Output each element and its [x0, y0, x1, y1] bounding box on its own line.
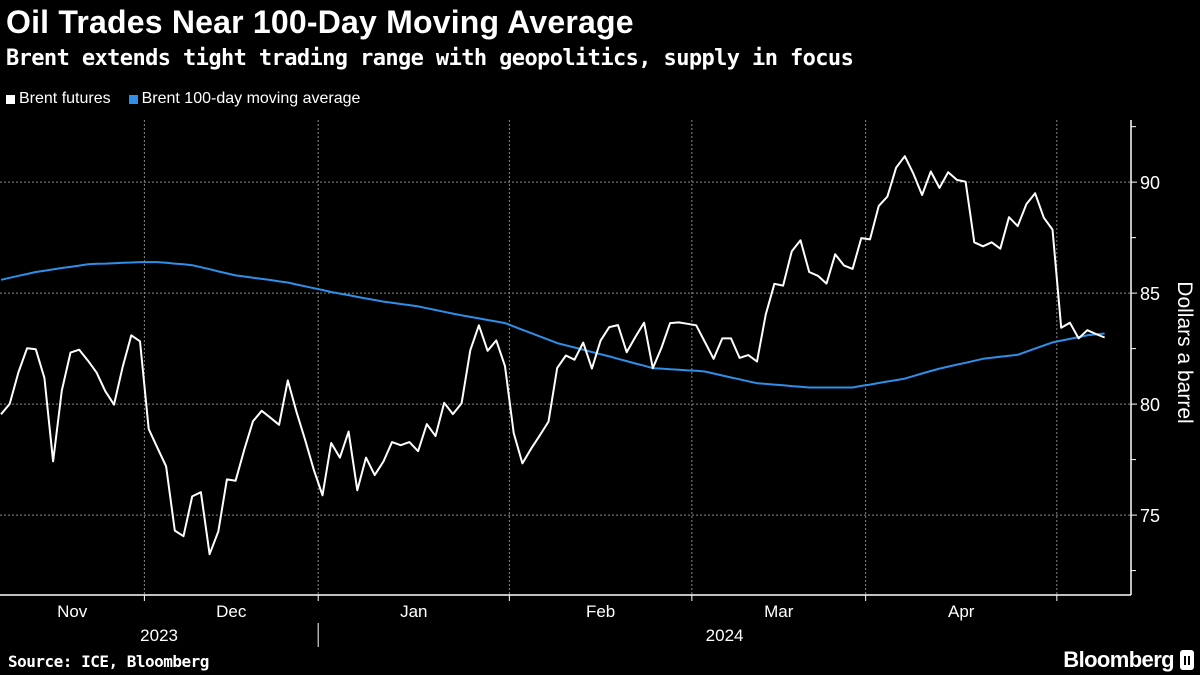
legend-swatch-blue [128, 94, 138, 104]
x-month-label: Feb [586, 602, 615, 621]
y-tick-label: 90 [1140, 173, 1160, 193]
legend-item-moving-average: Brent 100-day moving average [128, 90, 361, 108]
x-month-label: Mar [764, 602, 794, 621]
legend-label: Brent 100-day moving average [141, 90, 361, 107]
bloomberg-terminal-icon [1180, 650, 1194, 670]
logo-text: Bloomberg [1063, 647, 1174, 672]
source-note: Source: ICE, Bloomberg [8, 652, 209, 671]
legend-swatch-white [6, 94, 15, 104]
legend-label: Brent futures [19, 90, 111, 107]
y-tick-label: 75 [1140, 506, 1160, 526]
series-line-moving-average [0, 261, 1105, 389]
x-month-label: Dec [216, 602, 247, 621]
x-year-label: 2023 [140, 626, 178, 645]
y-tick-label: 80 [1140, 395, 1160, 415]
x-month-label: Apr [948, 602, 975, 621]
y-axis-label: Dollars a barrel [1173, 281, 1196, 423]
y-tick-label: 85 [1140, 284, 1160, 304]
legend: Brent futures Brent 100-day moving avera… [6, 90, 360, 108]
chart-title: Oil Trades Near 100-Day Moving Average [6, 4, 634, 40]
bloomberg-logo: Bloomberg [1063, 647, 1194, 673]
series-line-brent-futures [0, 155, 1105, 556]
x-month-label: Jan [400, 602, 427, 621]
legend-item-brent-futures: Brent futures [6, 90, 111, 108]
chart-subtitle: Brent extends tight trading range with g… [6, 46, 854, 71]
x-year-label: 2024 [706, 626, 744, 645]
x-month-label: Nov [57, 602, 88, 621]
